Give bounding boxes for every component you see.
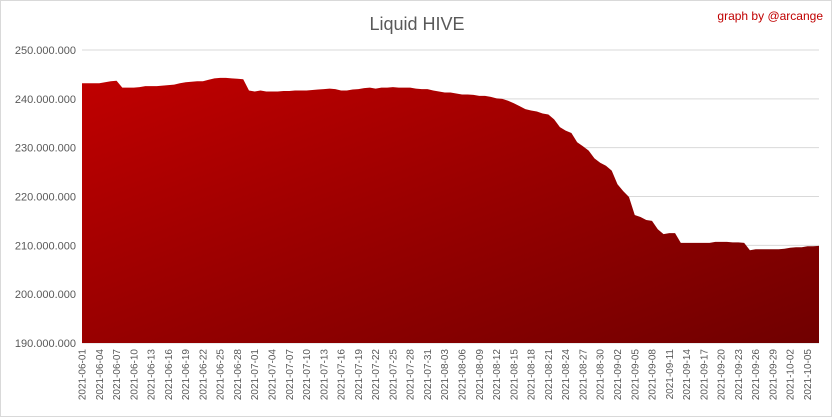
- x-tick-label: 2021-07-13: [319, 349, 330, 401]
- x-tick-label: 2021-06-01: [78, 349, 89, 401]
- x-tick-label: 2021-06-07: [112, 349, 123, 401]
- x-tick-label: 2021-07-16: [337, 349, 348, 401]
- x-tick-label: 2021-06-10: [129, 349, 140, 401]
- x-tick-label: 2021-08-09: [475, 349, 486, 401]
- y-tick-label: 210.000.000: [15, 240, 76, 252]
- chart-title: Liquid HIVE: [369, 14, 464, 34]
- x-tick-label: 2021-06-28: [233, 349, 244, 401]
- x-tick-label: 2021-07-07: [285, 349, 296, 401]
- x-tick-label: 2021-08-03: [440, 349, 451, 401]
- x-tick-label: 2021-08-12: [492, 349, 503, 401]
- x-tick-label: 2021-06-16: [164, 349, 175, 401]
- x-tick-label: 2021-08-21: [544, 349, 555, 401]
- x-tick-label: 2021-07-25: [388, 349, 399, 401]
- x-tick-label: 2021-07-28: [406, 349, 417, 401]
- x-tick-label: 2021-09-14: [682, 349, 693, 401]
- x-tick-label: 2021-08-18: [527, 349, 538, 401]
- x-tick-label: 2021-06-25: [216, 349, 227, 401]
- y-tick-label: 240.000.000: [15, 94, 76, 106]
- x-tick-label: 2021-07-31: [423, 349, 434, 401]
- x-tick-label: 2021-09-08: [648, 349, 659, 401]
- x-tick-label: 2021-07-01: [250, 349, 261, 401]
- x-tick-label: 2021-10-02: [786, 349, 797, 401]
- x-axis: 2021-06-01 2021-06-04 2021-06-07 2021-06-10…: [78, 349, 814, 401]
- x-tick-label: 2021-07-10: [302, 349, 313, 401]
- y-tick-label: 250.000.000: [15, 45, 76, 57]
- x-tick-label: 2021-09-17: [699, 349, 710, 401]
- x-tick-label: 2021-09-23: [734, 349, 745, 401]
- x-tick-label: 2021-06-19: [181, 349, 192, 401]
- liquid-hive-area: [82, 77, 819, 343]
- x-tick-label: 2021-07-22: [371, 349, 382, 401]
- x-tick-label: 2021-08-15: [509, 349, 520, 401]
- x-tick-label: 2021-06-04: [95, 349, 106, 401]
- x-tick-label: 2021-06-13: [147, 349, 158, 401]
- x-tick-label: 2021-06-22: [198, 349, 209, 401]
- plot-area: [82, 77, 819, 343]
- y-tick-label: 200.000.000: [15, 289, 76, 301]
- x-tick-label: 2021-08-30: [596, 349, 607, 401]
- x-tick-label: 2021-09-05: [630, 349, 641, 401]
- x-tick-label: 2021-07-19: [354, 349, 365, 401]
- y-tick-label: 220.000.000: [15, 192, 76, 204]
- x-tick-label: 2021-07-04: [268, 349, 279, 401]
- x-tick-label: 2021-09-29: [768, 349, 779, 401]
- y-axis: 190.000.000 200.000.000 210.000.000 220.000…: [15, 45, 76, 350]
- x-tick-label: 2021-10-05: [803, 349, 814, 401]
- chart-credit: graph by @arcange: [717, 9, 823, 23]
- y-tick-label: 230.000.000: [15, 143, 76, 155]
- y-tick-label: 190.000.000: [15, 338, 76, 350]
- x-tick-label: 2021-09-11: [665, 349, 676, 400]
- x-tick-label: 2021-09-26: [751, 349, 762, 401]
- x-tick-label: 2021-08-27: [578, 349, 589, 401]
- x-tick-label: 2021-09-02: [613, 349, 624, 401]
- x-tick-label: 2021-09-20: [717, 349, 728, 401]
- x-tick-label: 2021-08-24: [561, 349, 572, 401]
- x-tick-label: 2021-08-06: [458, 349, 469, 401]
